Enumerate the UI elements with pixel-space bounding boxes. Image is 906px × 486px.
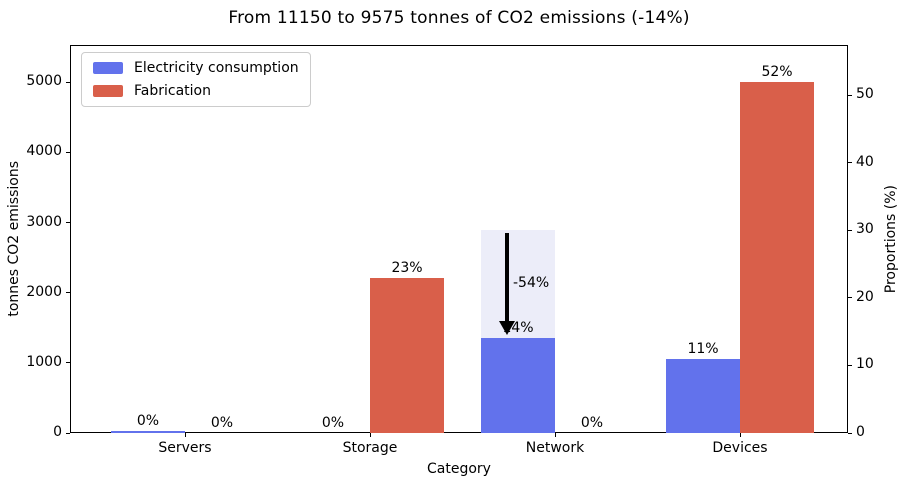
- legend-swatch-fabrication-icon: [93, 85, 123, 97]
- left-axis-label-strip: tonnes CO2 emissions: [4, 45, 24, 433]
- legend-label-electricity: Electricity consumption: [134, 60, 299, 76]
- decrease-arrow-line: [505, 233, 509, 322]
- left-axis-tick-mark: [66, 362, 70, 364]
- x-tick-label-devices: Devices: [712, 440, 768, 456]
- x-axis-tick-mark: [555, 433, 556, 437]
- x-axis-tick-mark: [185, 433, 186, 437]
- bar-value-label-storage-fabrication: 23%: [391, 259, 423, 276]
- x-tick-label-network: Network: [525, 440, 585, 456]
- bar-storage-fabrication: [370, 277, 444, 433]
- right-axis-tick-label: 0: [856, 424, 865, 440]
- bar-network-electricity: [481, 338, 555, 433]
- x-tick-label-servers: Servers: [158, 440, 212, 456]
- chart-title: From 11150 to 9575 tonnes of CO2 emissio…: [228, 8, 690, 28]
- right-axis-tick-label: 50: [856, 86, 874, 103]
- bar-value-label-devices-electricity: 11%: [687, 340, 719, 357]
- left-axis-tick-label: 5000: [26, 73, 62, 90]
- decrease-arrow-head-icon: [499, 321, 515, 336]
- legend: Electricity consumption Fabrication: [81, 52, 311, 107]
- left-axis-tick-label: 2000: [26, 283, 62, 300]
- bar-value-label-servers-fabrication: 0%: [210, 415, 234, 431]
- left-axis-tick-mark: [66, 81, 70, 83]
- x-axis-label: Category: [427, 461, 491, 477]
- legend-entry-fabrication: Fabrication: [93, 83, 299, 99]
- annotation-previous-value-highlight: [481, 230, 555, 339]
- left-axis-tick-mark: [66, 432, 70, 434]
- bar-value-label-devices-fabrication: 52%: [761, 63, 793, 80]
- right-axis-tick-label: 30: [856, 221, 874, 238]
- bar-devices-fabrication: [740, 81, 814, 433]
- legend-label-fabrication: Fabrication: [134, 83, 211, 99]
- bar-value-label-network-fabrication: 0%: [580, 415, 604, 431]
- left-axis-tick-mark: [66, 222, 70, 223]
- right-axis-tick-mark: [848, 94, 852, 96]
- right-axis-tick-mark: [848, 432, 852, 434]
- left-axis-tick-label: 4000: [26, 143, 62, 160]
- x-tick-label-storage: Storage: [342, 440, 398, 456]
- bar-value-label-servers-electricity: 0%: [136, 412, 160, 429]
- x-axis-tick-mark: [370, 433, 371, 437]
- right-axis-label-strip: Proportions (%): [880, 45, 902, 433]
- right-axis-label: Proportions (%): [883, 184, 899, 294]
- legend-entry-electricity: Electricity consumption: [93, 60, 299, 76]
- bar-value-label-storage-electricity: 0%: [321, 415, 345, 431]
- legend-swatch-electricity-icon: [93, 62, 123, 74]
- x-axis-tick-mark: [740, 433, 741, 437]
- right-axis-tick-label: 10: [856, 356, 874, 373]
- bar-servers-electricity: [111, 430, 185, 433]
- left-axis-tick-label: 1000: [26, 353, 62, 370]
- right-axis-tick-mark: [848, 162, 852, 164]
- right-axis-tick-mark: [848, 229, 852, 231]
- bar-value-label-network-electricity: 14%: [502, 320, 534, 337]
- bar-devices-electricity: [666, 358, 740, 433]
- right-axis-tick-label: 20: [856, 288, 874, 305]
- left-axis-tick-mark: [66, 292, 70, 294]
- left-axis-tick-label: 3000: [26, 213, 62, 230]
- right-axis-tick-mark: [848, 364, 852, 366]
- right-axis-tick-mark: [848, 297, 852, 299]
- annotation-change-label: -54%: [513, 275, 550, 292]
- left-axis-tick-mark: [66, 151, 70, 153]
- right-axis-tick-label: 40: [856, 153, 874, 170]
- left-axis-tick-label: 0: [53, 424, 62, 440]
